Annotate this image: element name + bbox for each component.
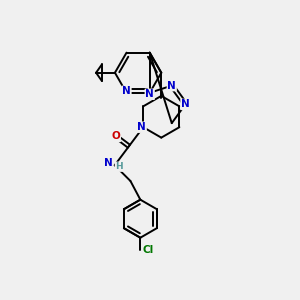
Text: N: N bbox=[137, 122, 146, 132]
Text: N: N bbox=[122, 86, 131, 96]
Text: N: N bbox=[181, 99, 190, 110]
Text: Cl: Cl bbox=[142, 245, 153, 255]
Text: N: N bbox=[145, 89, 154, 99]
Text: O: O bbox=[112, 131, 120, 141]
Text: N: N bbox=[104, 158, 112, 168]
Text: H: H bbox=[115, 162, 123, 171]
Text: N: N bbox=[167, 81, 176, 91]
